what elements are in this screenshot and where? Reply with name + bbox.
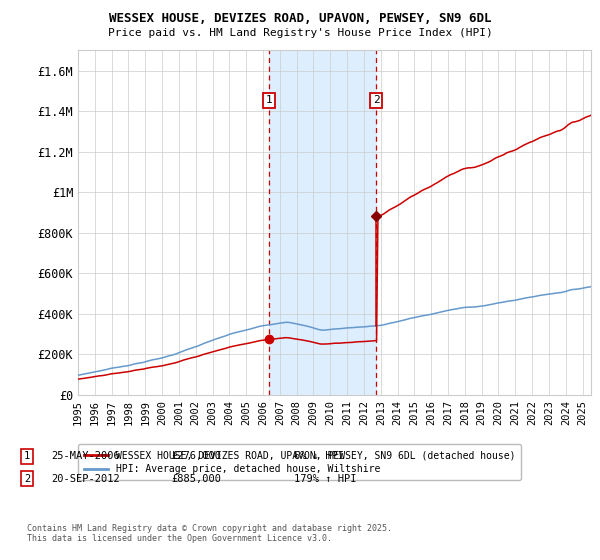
Text: 1: 1 (24, 451, 30, 461)
Text: Contains HM Land Registry data © Crown copyright and database right 2025.
This d: Contains HM Land Registry data © Crown c… (27, 524, 392, 543)
Text: 2: 2 (24, 474, 30, 484)
Text: 25-MAY-2006: 25-MAY-2006 (51, 451, 120, 461)
Text: 20-SEP-2012: 20-SEP-2012 (51, 474, 120, 484)
Text: 6% ↓ HPI: 6% ↓ HPI (294, 451, 344, 461)
Text: WESSEX HOUSE, DEVIZES ROAD, UPAVON, PEWSEY, SN9 6DL: WESSEX HOUSE, DEVIZES ROAD, UPAVON, PEWS… (109, 12, 491, 25)
Text: 179% ↑ HPI: 179% ↑ HPI (294, 474, 356, 484)
Text: 2: 2 (373, 95, 379, 105)
Text: Price paid vs. HM Land Registry's House Price Index (HPI): Price paid vs. HM Land Registry's House … (107, 28, 493, 38)
Bar (269, 50, 376, 395)
Text: £885,000: £885,000 (171, 474, 221, 484)
Text: 1: 1 (266, 95, 272, 105)
Legend: WESSEX HOUSE, DEVIZES ROAD, UPAVON, PEWSEY, SN9 6DL (detached house), HPI: Avera: WESSEX HOUSE, DEVIZES ROAD, UPAVON, PEWS… (78, 445, 521, 480)
Text: £276,000: £276,000 (171, 451, 221, 461)
